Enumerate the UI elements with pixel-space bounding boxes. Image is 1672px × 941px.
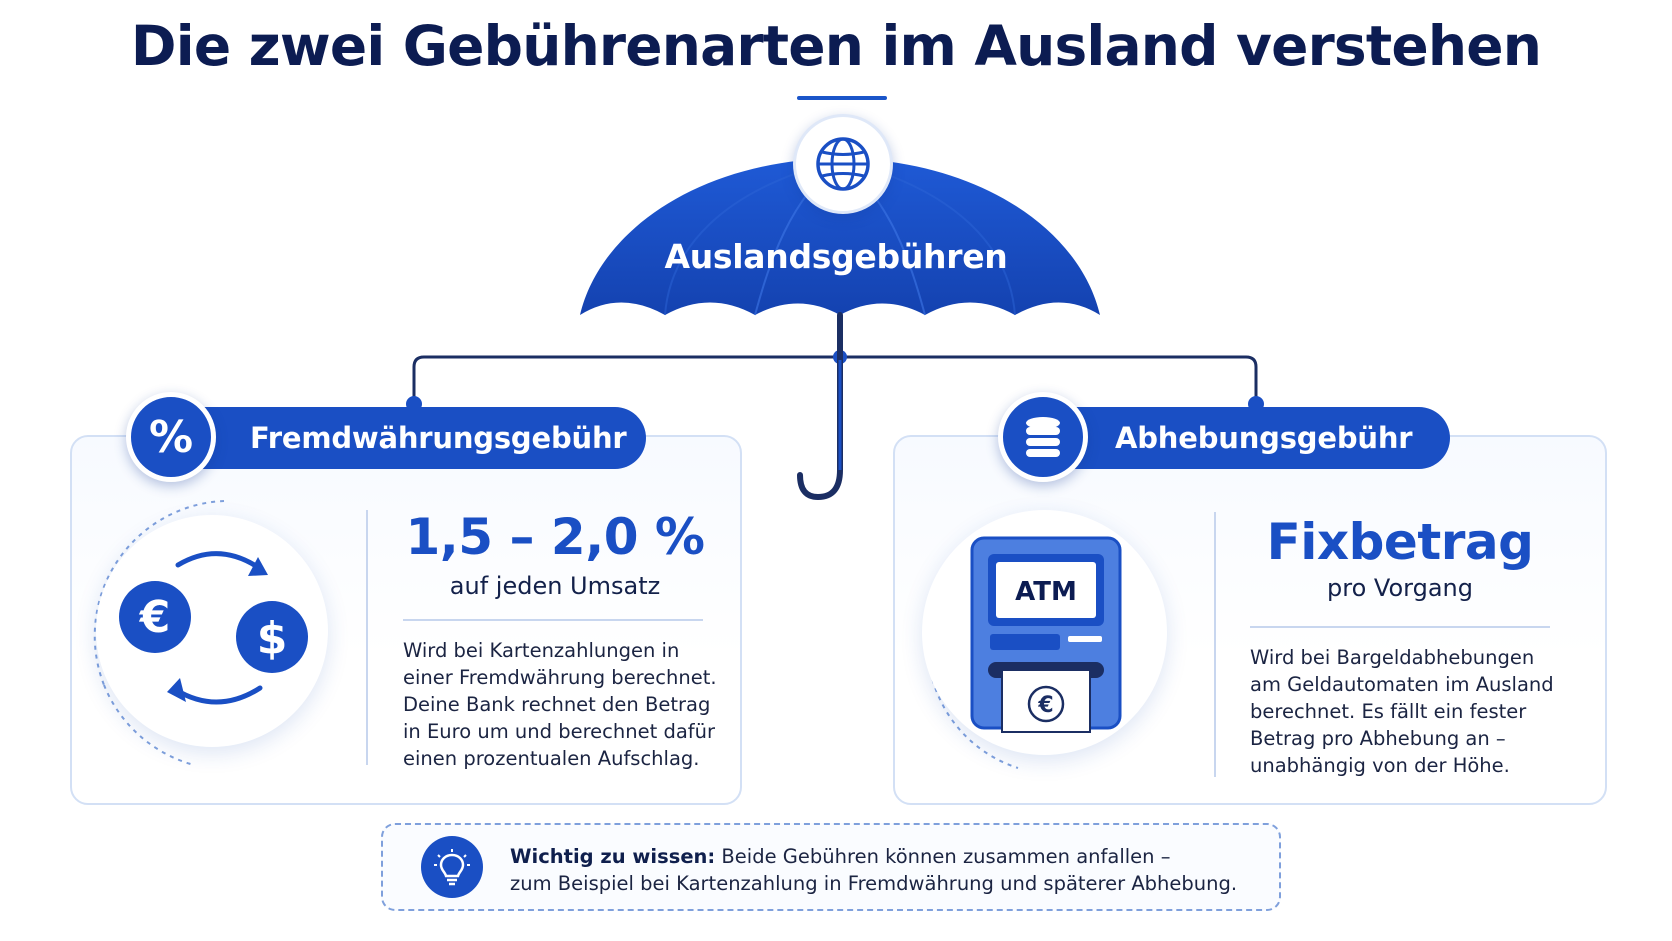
info-text-line1: Beide Gebühren können zusammen anfallen …: [715, 845, 1171, 868]
svg-text:€: €: [1037, 693, 1053, 718]
card-divider-right: [1214, 512, 1216, 777]
value-divider-left: [403, 619, 703, 621]
info-label: Wichtig zu wissen:: [510, 845, 716, 868]
lightbulb-icon: [434, 849, 470, 886]
value-divider-right: [1250, 626, 1550, 628]
withdrawal-fee-value: Fixbetrag: [1266, 513, 1534, 571]
percent-badge: %: [126, 392, 216, 482]
currency-exchange-icon: € $: [119, 551, 308, 705]
foreign-fee-value: 1,5 – 2,0 %: [405, 508, 705, 566]
atm-icon: ATM €: [970, 536, 1122, 733]
card-heading-foreign-currency: Fremdwährungsgebühr: [180, 407, 646, 469]
connector-line-right: [840, 355, 1258, 402]
atm-screen-label: ATM: [1015, 577, 1077, 607]
info-text: Wichtig zu wissen: Beide Gebühren können…: [510, 843, 1270, 897]
svg-text:€: €: [139, 592, 171, 643]
coin-stack-icon: [1026, 417, 1060, 457]
svg-text:$: $: [257, 613, 288, 664]
foreign-fee-description: Wird bei Kartenzahlungen in einer Fremdw…: [403, 639, 717, 770]
info-box: [381, 823, 1281, 911]
lightbulb-badge: [421, 836, 483, 898]
umbrella-handle: [797, 312, 843, 501]
foreign-fee-caption: auf jeden Umsatz: [449, 572, 661, 600]
info-text-line2: zum Beispiel bei Kartenzahlung in Fremdw…: [510, 872, 1238, 895]
connector-line-left: [412, 355, 840, 402]
card-divider-left: [366, 510, 368, 765]
umbrella-label: Auslandsgebühren: [664, 237, 1008, 276]
globe-icon: [816, 137, 870, 191]
withdrawal-fee-description: Wird bei Bargeldabhebungen am Geldautoma…: [1250, 646, 1554, 777]
title-underline: [797, 96, 887, 100]
umbrella-canopy: [580, 158, 1100, 315]
withdrawal-fee-caption: pro Vorgang: [1327, 574, 1473, 602]
percent-icon: %: [148, 411, 194, 463]
page-title: Die zwei Gebührenarten im Ausland verste…: [130, 14, 1542, 78]
dashed-arc-left: [93, 500, 225, 766]
card-heading-withdrawal: Abhebungsgebühr: [1040, 407, 1450, 469]
globe-badge: [793, 114, 893, 214]
coin-badge: [998, 392, 1088, 482]
